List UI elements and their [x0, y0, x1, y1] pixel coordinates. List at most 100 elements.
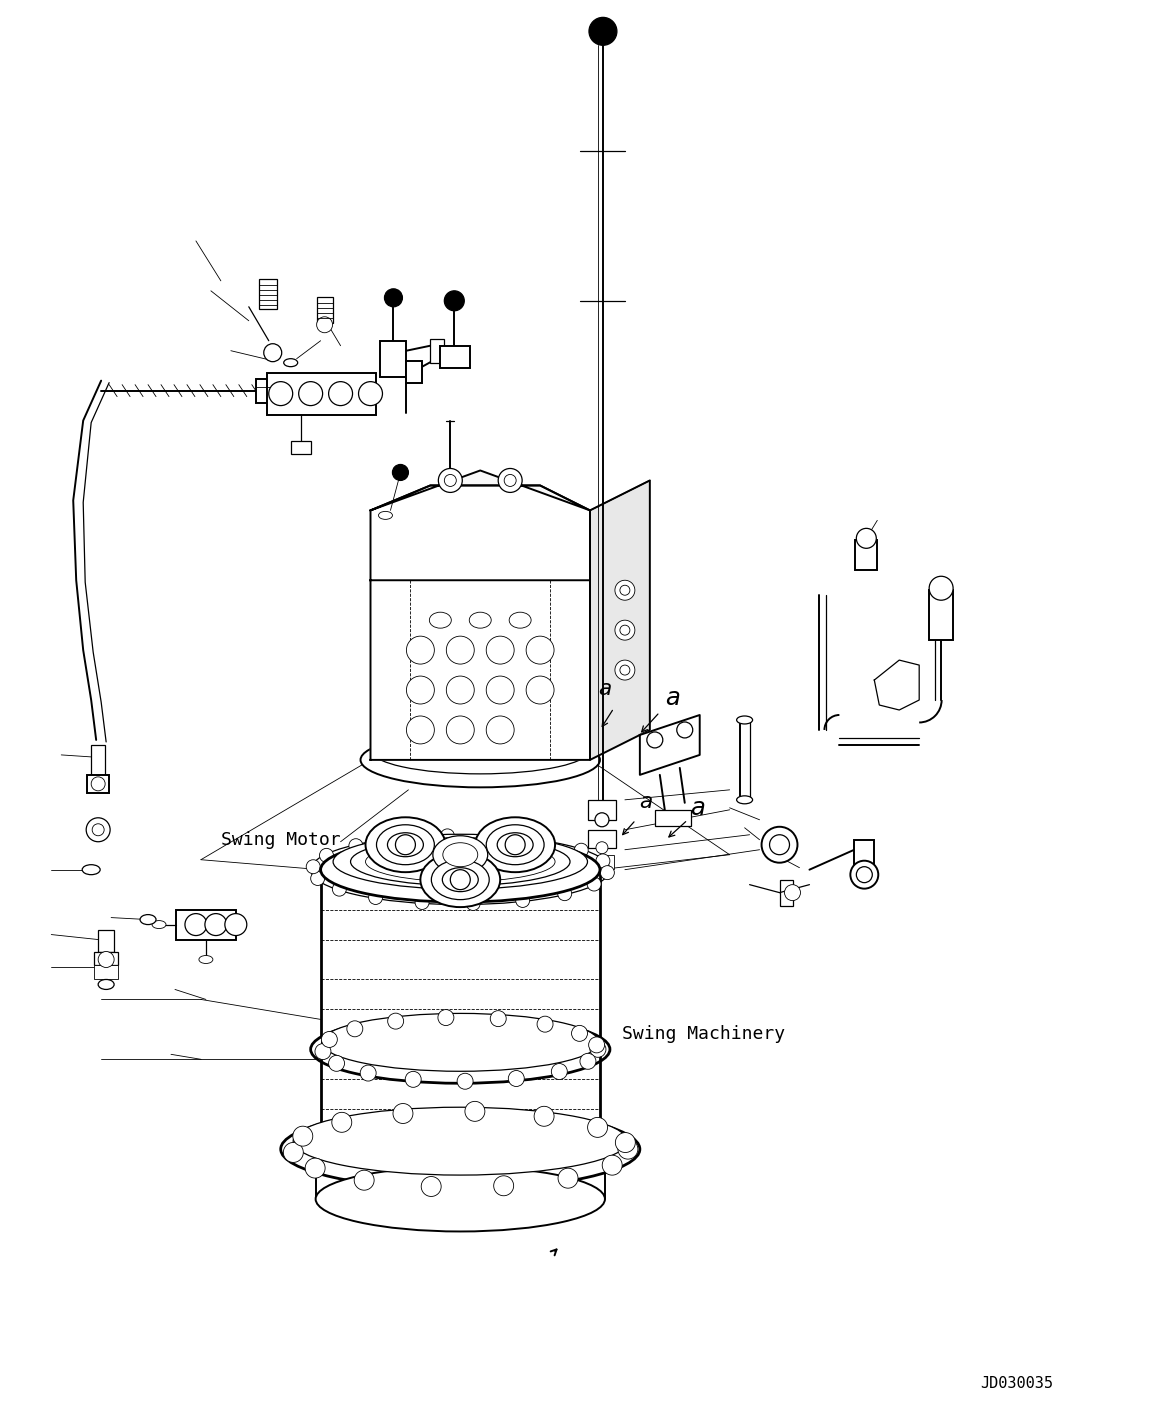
Circle shape — [615, 1132, 635, 1152]
Bar — [655, 809, 691, 826]
Circle shape — [393, 1104, 413, 1124]
Circle shape — [457, 1073, 473, 1090]
Ellipse shape — [736, 716, 752, 724]
Circle shape — [311, 871, 324, 886]
Circle shape — [355, 1170, 374, 1190]
Bar — [291, 441, 311, 455]
Circle shape — [320, 849, 334, 863]
Bar — [98, 930, 114, 952]
Text: Swing Machinery: Swing Machinery — [622, 1026, 785, 1043]
Text: a: a — [665, 686, 680, 710]
Ellipse shape — [365, 818, 445, 873]
Circle shape — [588, 17, 616, 45]
Circle shape — [850, 860, 878, 888]
Circle shape — [534, 1107, 554, 1127]
Bar — [929, 591, 954, 640]
Ellipse shape — [293, 1107, 627, 1175]
Circle shape — [929, 577, 954, 601]
Circle shape — [361, 1066, 376, 1081]
Ellipse shape — [431, 860, 490, 900]
Circle shape — [465, 1101, 485, 1121]
Circle shape — [406, 636, 434, 665]
Polygon shape — [371, 540, 590, 580]
Circle shape — [392, 465, 408, 480]
Bar — [588, 799, 616, 820]
Polygon shape — [590, 480, 650, 760]
Circle shape — [450, 870, 470, 890]
Bar — [855, 540, 877, 570]
Ellipse shape — [98, 979, 114, 989]
Circle shape — [315, 1043, 331, 1060]
Circle shape — [333, 883, 347, 896]
Bar — [588, 830, 616, 847]
Circle shape — [391, 832, 405, 846]
Circle shape — [224, 914, 247, 935]
Circle shape — [491, 1010, 506, 1026]
Circle shape — [92, 823, 105, 836]
Circle shape — [537, 1016, 554, 1032]
Circle shape — [575, 843, 588, 857]
Circle shape — [387, 1013, 404, 1029]
Circle shape — [486, 636, 514, 665]
Circle shape — [492, 830, 506, 845]
Circle shape — [587, 1118, 607, 1138]
Circle shape — [447, 676, 475, 704]
Circle shape — [406, 676, 434, 704]
Circle shape — [498, 469, 522, 493]
Bar — [87, 775, 109, 794]
Circle shape — [590, 1041, 606, 1057]
Circle shape — [615, 660, 635, 680]
Circle shape — [269, 381, 293, 405]
Polygon shape — [371, 486, 590, 580]
Circle shape — [385, 289, 402, 307]
Circle shape — [588, 1037, 605, 1053]
Circle shape — [321, 1032, 337, 1047]
Circle shape — [284, 1142, 304, 1162]
Circle shape — [305, 1158, 326, 1178]
Circle shape — [620, 625, 630, 635]
Ellipse shape — [322, 1013, 599, 1071]
Ellipse shape — [140, 914, 156, 924]
Circle shape — [551, 1064, 568, 1080]
Circle shape — [329, 1056, 344, 1071]
Ellipse shape — [377, 825, 434, 864]
Circle shape — [526, 676, 554, 704]
Circle shape — [615, 580, 635, 601]
Ellipse shape — [429, 612, 451, 628]
Circle shape — [447, 636, 475, 665]
Ellipse shape — [365, 842, 555, 881]
Circle shape — [856, 867, 872, 883]
Circle shape — [444, 475, 456, 486]
Ellipse shape — [361, 733, 600, 788]
Circle shape — [329, 381, 352, 405]
Circle shape — [508, 1070, 525, 1087]
Circle shape — [441, 829, 455, 843]
Circle shape — [515, 894, 529, 907]
Circle shape — [349, 839, 363, 853]
Circle shape — [185, 914, 207, 935]
Bar — [256, 378, 278, 402]
Ellipse shape — [350, 837, 570, 886]
Ellipse shape — [378, 512, 392, 520]
Circle shape — [299, 381, 322, 405]
Bar — [380, 340, 406, 377]
Bar — [94, 952, 119, 965]
Circle shape — [205, 914, 227, 935]
Circle shape — [770, 835, 790, 854]
Ellipse shape — [442, 867, 478, 891]
Circle shape — [444, 290, 464, 310]
Bar — [779, 880, 793, 905]
Ellipse shape — [509, 612, 531, 628]
Circle shape — [595, 813, 609, 826]
Ellipse shape — [284, 359, 298, 367]
Circle shape — [587, 877, 601, 891]
Circle shape — [395, 835, 415, 854]
Ellipse shape — [199, 955, 213, 964]
Circle shape — [620, 585, 630, 595]
Bar — [855, 840, 875, 864]
Circle shape — [91, 777, 105, 791]
Circle shape — [486, 716, 514, 744]
Bar — [91, 745, 105, 775]
Ellipse shape — [333, 835, 587, 888]
Circle shape — [526, 636, 554, 665]
